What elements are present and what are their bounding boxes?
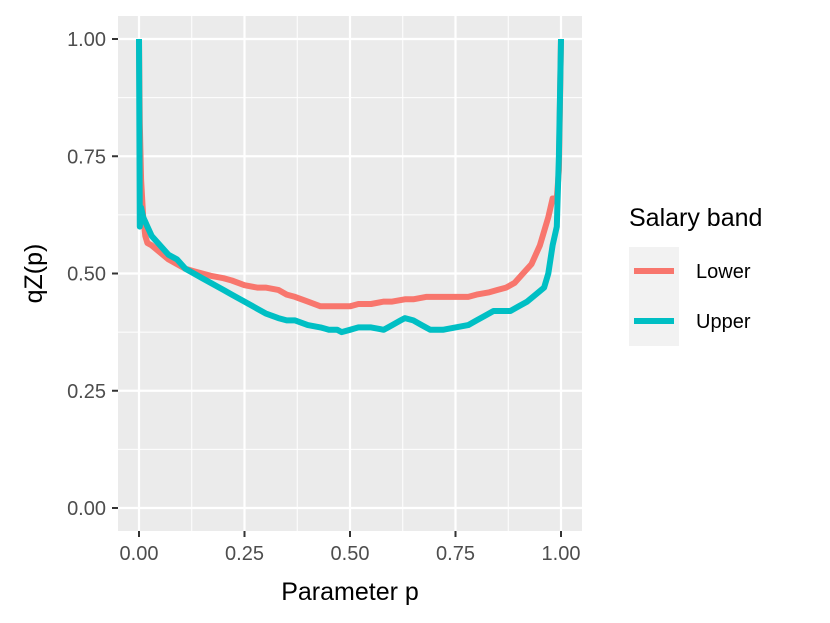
x-tick-label: 0.00 bbox=[120, 543, 159, 565]
series-layer bbox=[136, 38, 564, 336]
legend: Salary band Lower Upper bbox=[629, 204, 762, 346]
x-tick-label: 1.00 bbox=[542, 543, 581, 565]
y-axis-title: qZ(p) bbox=[20, 244, 48, 304]
y-tick-label: 0.50 bbox=[67, 264, 106, 286]
legend-title: Salary band bbox=[629, 204, 762, 232]
y-tick-label: 1.00 bbox=[67, 29, 106, 51]
x-axis: 0.00 0.25 0.50 0.75 1.00 bbox=[120, 531, 581, 565]
series-line-upper bbox=[136, 38, 564, 336]
x-tick-label: 0.50 bbox=[331, 543, 370, 565]
x-axis-title: Parameter p bbox=[281, 578, 419, 606]
x-tick-label: 0.25 bbox=[225, 543, 264, 565]
y-axis: 0.00 0.25 0.50 0.75 1.00 bbox=[67, 29, 118, 520]
y-tick-label: 0.00 bbox=[67, 498, 106, 520]
series-line-lower bbox=[136, 38, 564, 310]
legend-items: Lower Upper bbox=[634, 261, 751, 333]
x-tick-label: 0.75 bbox=[436, 543, 475, 565]
legend-label-lower: Lower bbox=[696, 261, 751, 283]
y-tick-label: 0.75 bbox=[67, 146, 106, 168]
y-tick-label: 0.25 bbox=[67, 381, 106, 403]
legend-keys-background bbox=[629, 247, 679, 346]
legend-label-upper: Upper bbox=[696, 311, 751, 333]
